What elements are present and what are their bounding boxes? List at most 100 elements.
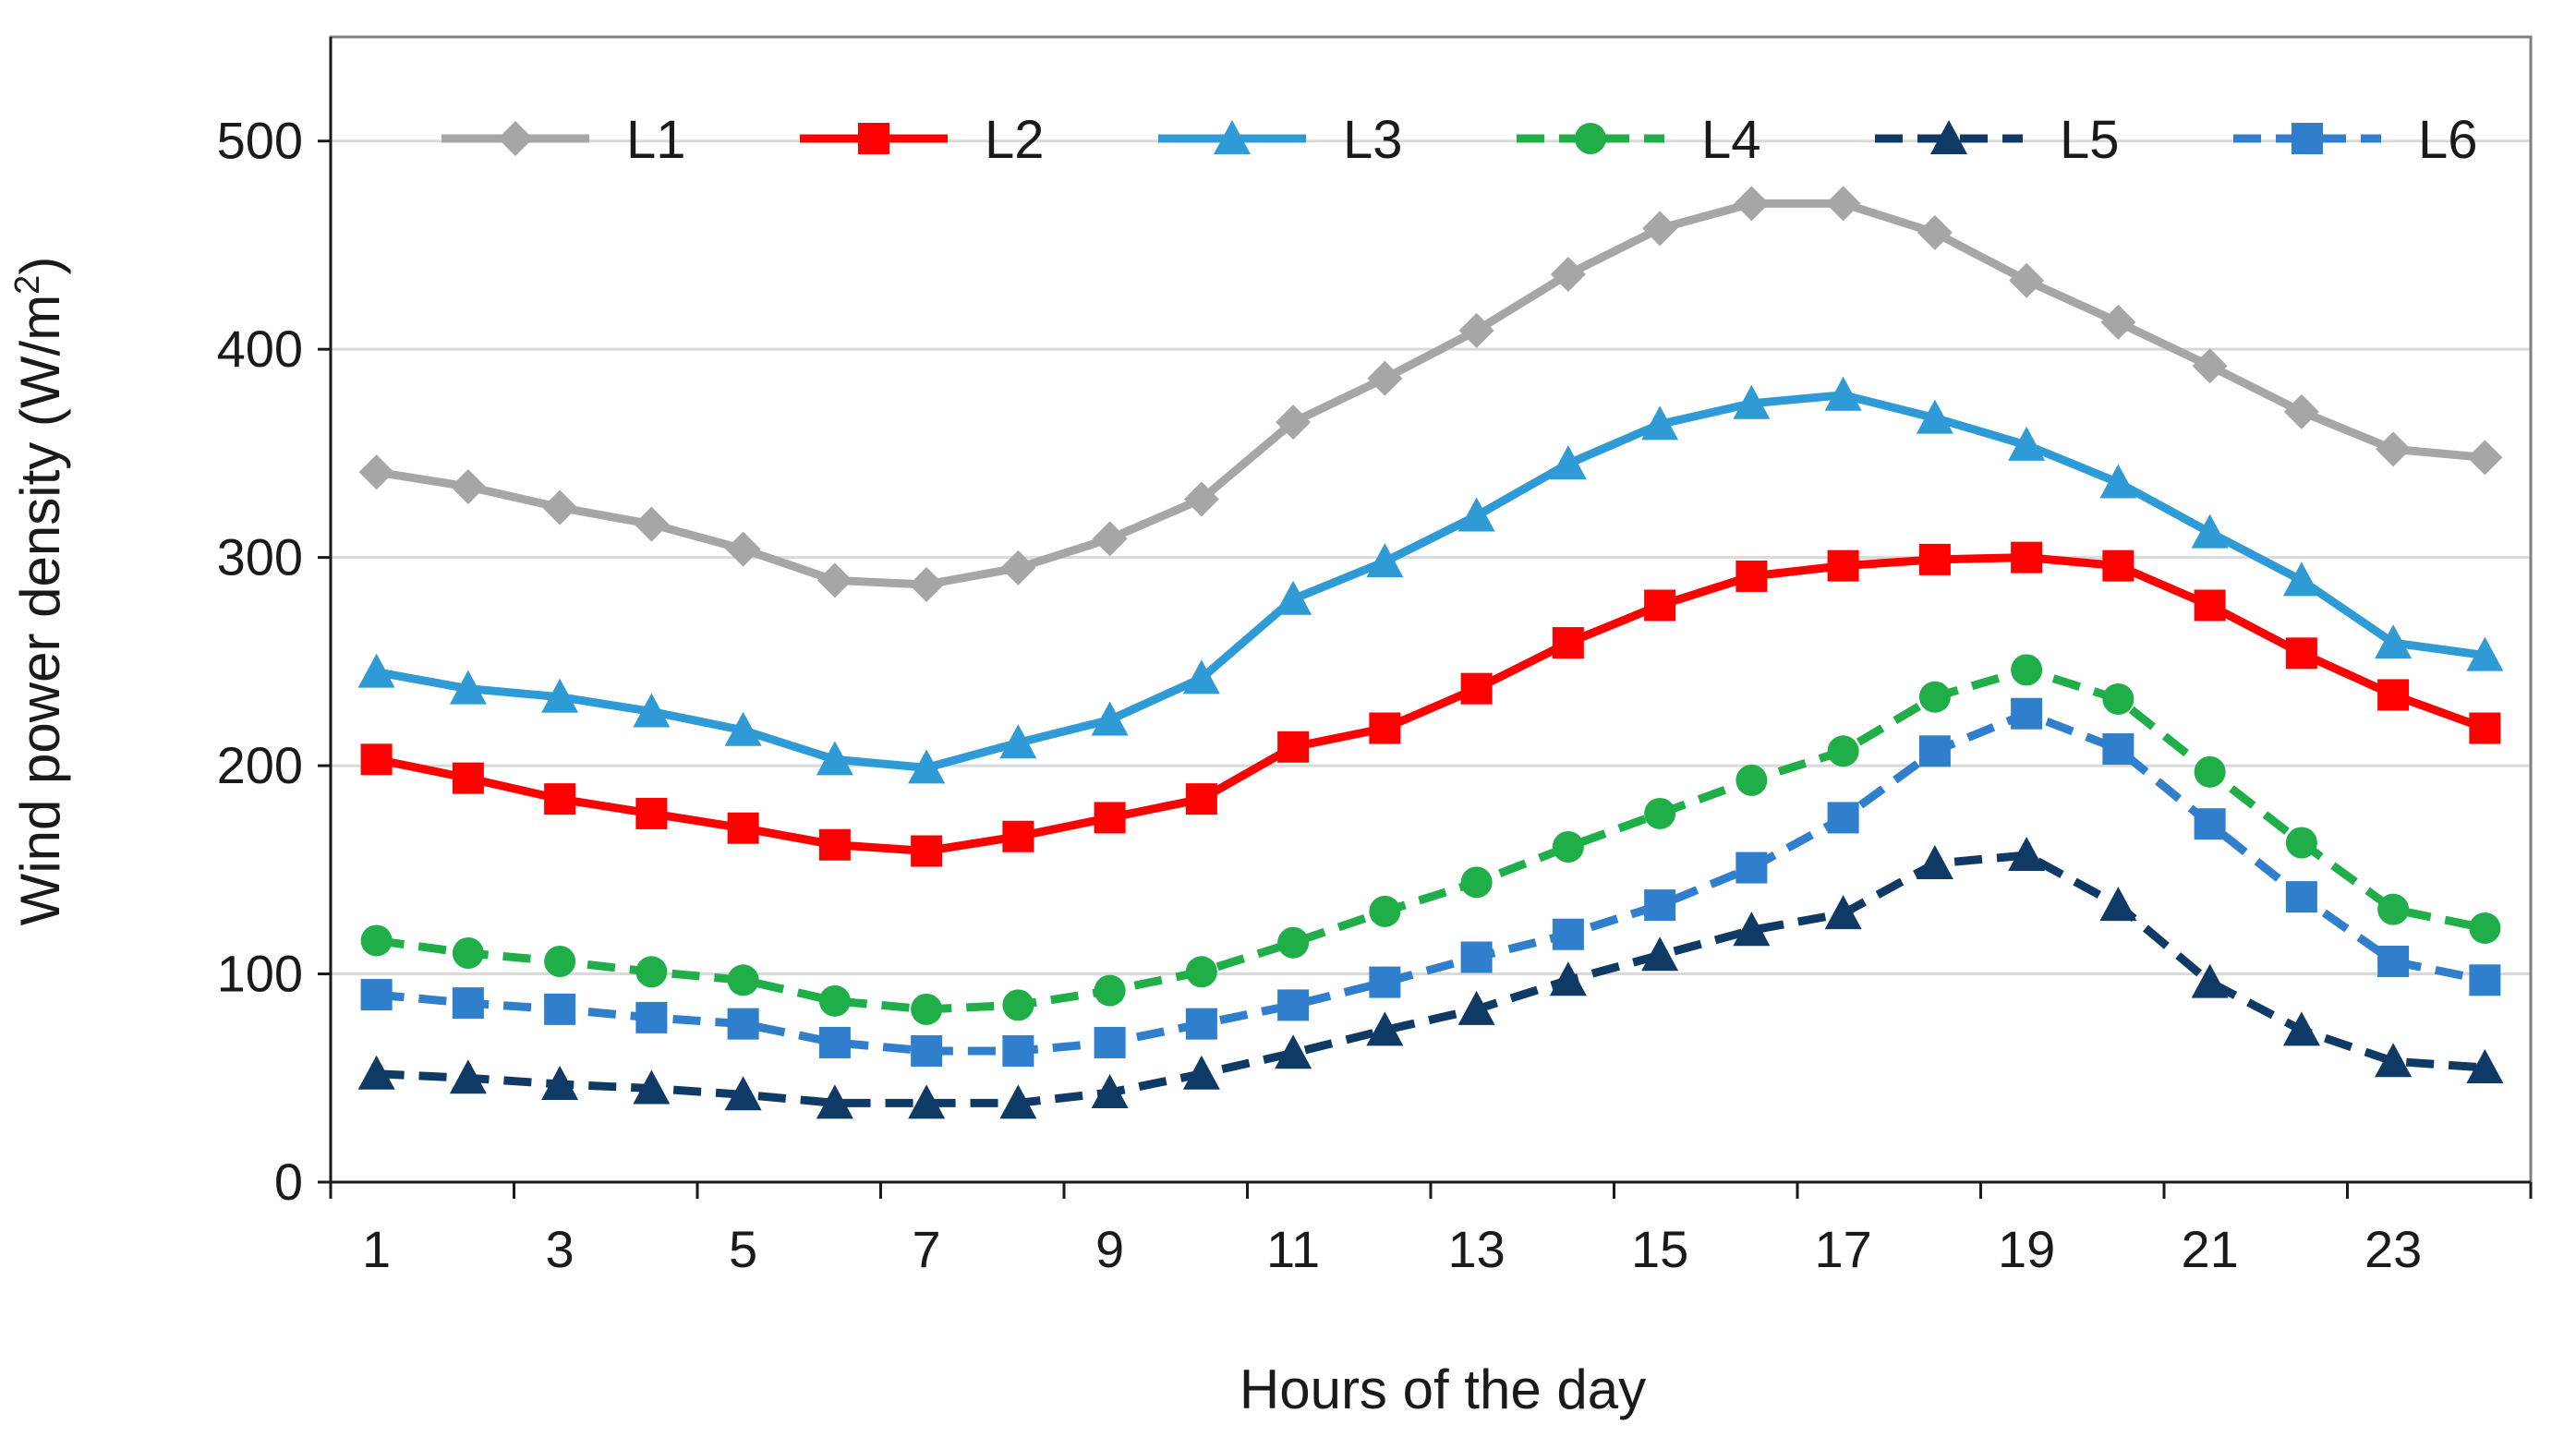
point-l6-18	[1918, 735, 1951, 767]
point-l4-7	[911, 993, 943, 1025]
legend-item-l4: L4	[1517, 110, 1761, 170]
point-l1-11	[1276, 405, 1312, 441]
point-l5-23	[2375, 1043, 2413, 1078]
legend-item-l3: L3	[1158, 110, 1403, 170]
point-l5-12	[1366, 1011, 1404, 1046]
point-l3-16	[1733, 384, 1771, 419]
y-axis-title-superscript: 2	[8, 275, 47, 295]
point-l1-7	[909, 566, 945, 602]
point-l4-15	[1644, 797, 1676, 829]
series-line-l1	[375, 199, 2485, 589]
point-l2-12	[1369, 712, 1401, 744]
point-l3-23	[2375, 624, 2413, 659]
point-l6-14	[1552, 918, 1584, 950]
series-l5	[357, 837, 2504, 1119]
point-l5-4	[633, 1069, 671, 1105]
point-l1-12	[1367, 360, 1403, 396]
point-l4-18	[1918, 681, 1951, 713]
point-l2-9	[1094, 802, 1126, 834]
point-l5-22	[2282, 1011, 2320, 1046]
point-l6-24	[2469, 964, 2501, 996]
point-l2-2	[452, 762, 484, 794]
y-tick-label-300: 300	[217, 528, 303, 586]
point-l5-24	[2466, 1049, 2504, 1083]
point-l6-6	[818, 1026, 851, 1058]
point-l5-9	[1091, 1074, 1129, 1109]
x-tick-label-1: 1	[362, 1220, 391, 1278]
point-l4-6	[818, 984, 851, 1017]
legend-label-l4: L4	[1701, 110, 1761, 170]
point-l6-1	[360, 979, 393, 1011]
point-l2-5	[727, 812, 759, 844]
legend-marker-l1	[498, 121, 533, 156]
point-l6-4	[635, 1001, 668, 1033]
point-l2-11	[1277, 731, 1310, 763]
legend-marker-l4	[1575, 123, 1606, 154]
point-l3-13	[1457, 497, 1495, 532]
y-axis-title-main: Wind power density (W/m	[9, 295, 71, 926]
point-l5-7	[908, 1084, 946, 1119]
point-l4-1	[360, 924, 393, 957]
point-l6-19	[2011, 697, 2043, 730]
point-l4-4	[635, 956, 668, 988]
point-l2-16	[1735, 560, 1768, 592]
point-l6-10	[1185, 1008, 1217, 1040]
point-l4-13	[1460, 866, 1493, 899]
x-tick-label-15: 15	[1631, 1220, 1688, 1278]
x-tick-label-7: 7	[913, 1220, 941, 1278]
point-l4-24	[2469, 912, 2501, 944]
point-l6-12	[1369, 966, 1401, 998]
point-l4-11	[1277, 926, 1310, 959]
x-tick-label-3: 3	[546, 1220, 574, 1278]
point-l2-8	[1002, 820, 1034, 852]
legend-item-l6: L6	[2233, 110, 2478, 170]
point-l1-9	[1092, 521, 1128, 557]
point-l3-12	[1366, 543, 1404, 578]
point-l6-11	[1277, 989, 1310, 1021]
point-l3-11	[1275, 580, 1312, 615]
point-l4-23	[2377, 893, 2410, 925]
point-l3-8	[999, 724, 1037, 759]
y-axis-title: Wind power density (W/m2)	[8, 257, 71, 926]
point-l6-13	[1460, 941, 1493, 973]
point-l6-21	[2194, 808, 2226, 840]
point-l3-22	[2282, 562, 2320, 597]
series-l1	[358, 186, 2503, 602]
point-l5-20	[2099, 887, 2137, 922]
point-l2-22	[2285, 637, 2317, 670]
point-l6-23	[2377, 946, 2410, 978]
point-l5-5	[724, 1076, 762, 1111]
point-l3-14	[1549, 445, 1587, 480]
point-l3-17	[1824, 376, 1862, 411]
point-l2-23	[2377, 679, 2410, 711]
point-l1-8	[1000, 549, 1036, 586]
point-l1-5	[725, 531, 761, 567]
point-l2-21	[2194, 589, 2226, 622]
point-l1-24	[2467, 440, 2503, 476]
y-tick-label-0: 0	[274, 1153, 303, 1211]
legend-label-l5: L5	[2060, 110, 2120, 170]
point-l3-1	[357, 653, 395, 688]
point-l6-9	[1094, 1026, 1126, 1058]
x-tick-label-5: 5	[729, 1220, 757, 1278]
point-l2-20	[2102, 549, 2135, 582]
point-l5-18	[1916, 845, 1953, 880]
point-l2-17	[1827, 549, 1859, 582]
point-l5-1	[357, 1055, 395, 1090]
legend-marker-l2	[858, 123, 889, 154]
point-l6-17	[1827, 802, 1859, 834]
point-l4-16	[1735, 764, 1768, 796]
point-l1-16	[1734, 186, 1770, 222]
point-l1-22	[2283, 393, 2319, 429]
point-l1-14	[1550, 257, 1586, 293]
point-l2-10	[1185, 783, 1217, 815]
legend-item-l2: L2	[800, 110, 1045, 170]
point-l5-3	[541, 1066, 579, 1101]
x-tick-label-21: 21	[2181, 1220, 2238, 1278]
x-tick-label-11: 11	[1266, 1220, 1320, 1278]
x-tick-label-9: 9	[1095, 1220, 1124, 1278]
point-l3-4	[633, 693, 671, 728]
y-tick-label-500: 500	[217, 112, 303, 170]
point-l4-19	[2011, 654, 2043, 686]
